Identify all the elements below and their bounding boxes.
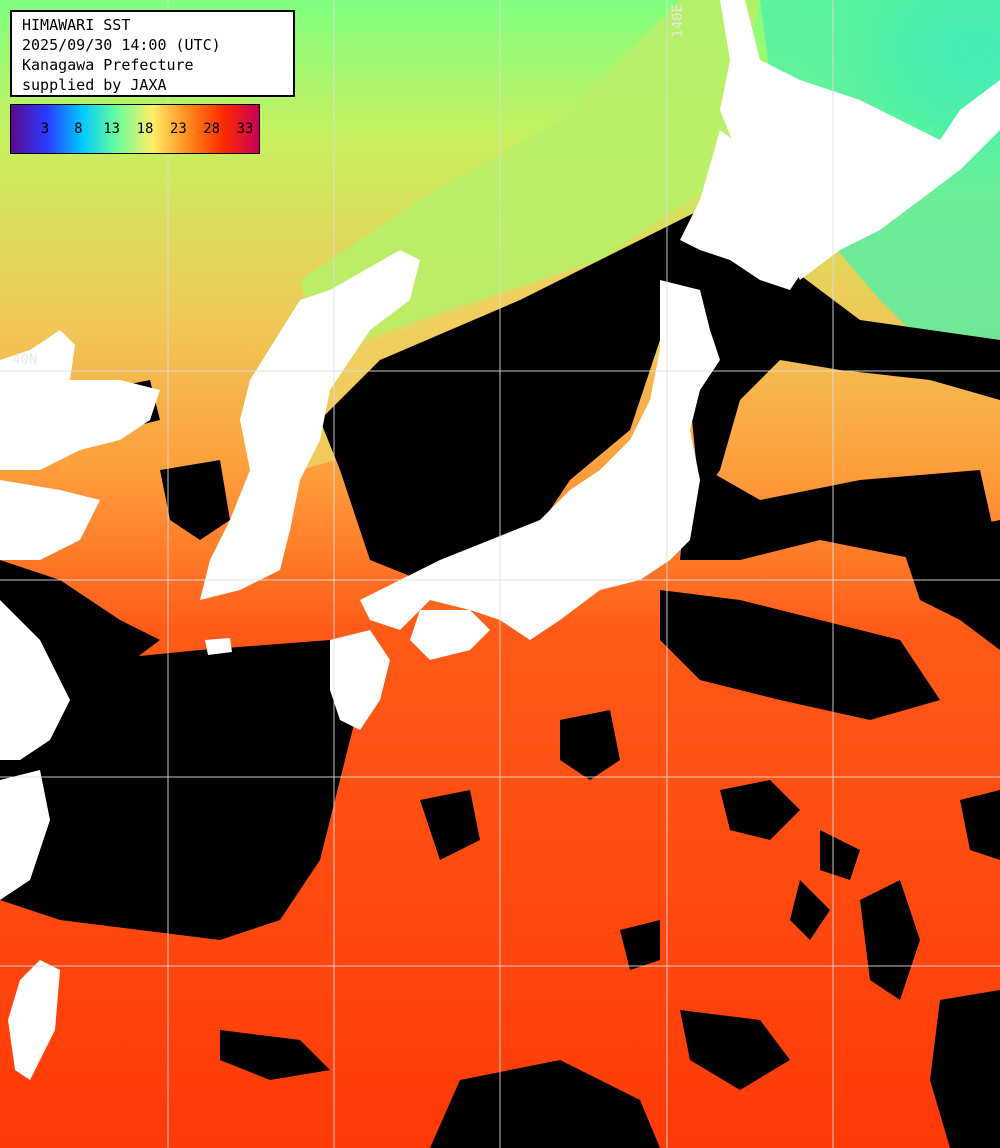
scale-tick-33: 33 (236, 121, 254, 137)
info-title: HIMAWARI SST (22, 16, 131, 34)
land-honshu (360, 280, 720, 640)
land-korea (200, 250, 420, 600)
scale-tick-18: 18 (136, 121, 154, 137)
scale-labels: 3 8 13 18 23 28 33 (11, 105, 259, 153)
scale-tick-13: 13 (103, 121, 121, 137)
temperature-scale: 3 8 13 18 23 28 33 (10, 104, 260, 154)
land-taiwan (8, 960, 60, 1080)
land-jeju (205, 638, 232, 655)
land-areas (0, 0, 1000, 1080)
info-box: HIMAWARI SST 2025/09/30 14:00 (UTC) Kana… (10, 10, 295, 97)
scale-tick-8: 8 (74, 121, 83, 137)
land-hokkaido (680, 130, 860, 290)
grid-label-lon: 140E (670, 4, 686, 38)
land-china-south (0, 770, 50, 900)
info-region: Kanagawa Prefecture (22, 56, 194, 74)
scale-tick-23: 23 (169, 121, 187, 137)
land-kyushu (330, 630, 390, 730)
scale-tick-3: 3 (40, 121, 50, 137)
land-china-coast (0, 480, 100, 560)
info-source: supplied by JAXA (22, 76, 167, 94)
land-shikoku (410, 610, 490, 660)
land-asia-mainland (0, 330, 160, 470)
scale-tick-28: 28 (203, 121, 221, 137)
info-datetime: 2025/09/30 14:00 (UTC) (22, 36, 221, 54)
land-yangtze (0, 600, 70, 760)
grid-label-lat: 40N (12, 352, 38, 368)
